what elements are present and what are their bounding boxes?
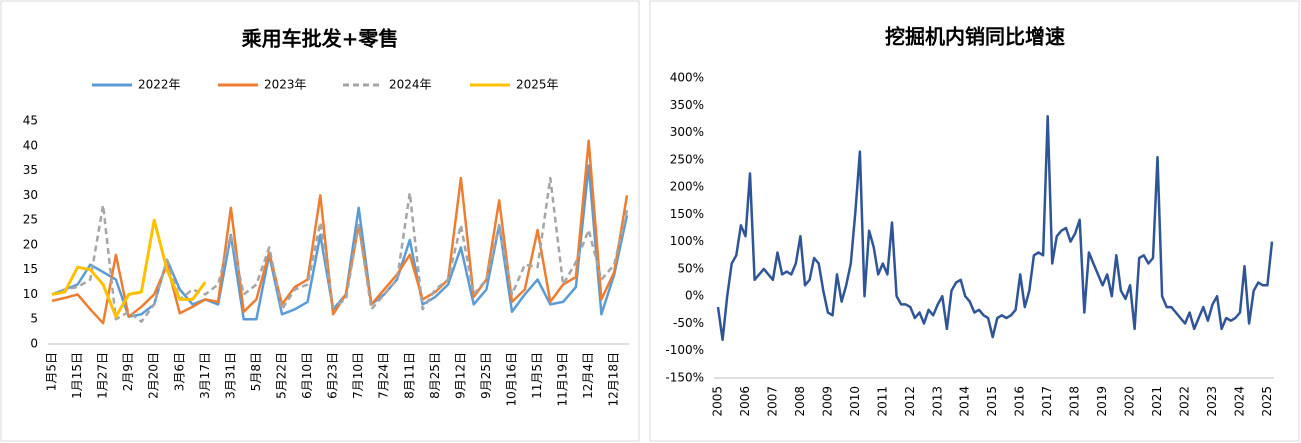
legend-label: 2024年 [389,78,432,92]
x-tick-label: 2005 [711,386,725,417]
y-tick-label: 0 [30,337,38,351]
x-tick-label: 2021 [1150,386,1164,417]
x-tick-label: 2025 [1260,386,1274,417]
x-tick-label: 2013 [930,386,944,417]
y-tick-label: 45 [23,114,38,128]
x-tick-label: 8月11日 [402,352,416,399]
y-tick-label: 0% [685,289,704,303]
x-tick-label: 2006 [738,386,752,417]
x-tick-label: 11月5日 [530,352,544,399]
x-tick-label: 7月24日 [377,352,391,399]
chart-title: 乘用车批发+零售 [241,27,399,51]
y-tick-label: 15 [23,262,38,276]
x-tick-label: 2月9日 [121,352,135,391]
x-tick-label: 5月8日 [249,352,263,391]
x-tick-label: 2010 [848,386,862,417]
x-tick-label: 3月6日 [172,352,186,391]
x-tick-label: 2018 [1068,386,1082,417]
y-tick-label: 30 [23,188,38,202]
y-tick-label: 250% [670,152,704,166]
y-tick-label: -150% [665,371,704,385]
x-tick-label: 2022 [1178,386,1192,417]
x-tick-label: 3月17日 [198,352,212,399]
x-tick-label: 2012 [903,386,917,417]
x-tick-label: 1月15日 [70,352,84,399]
x-tick-label: 11月19日 [556,352,570,407]
x-tick-label: 2016 [1013,386,1027,417]
chart-title: 挖掘机内销同比增速 [885,25,1065,49]
y-tick-label: -50% [673,316,704,330]
x-tick-label: 2020 [1123,386,1137,417]
x-tick-label: 2008 [793,386,807,417]
x-tick-label: 8月25日 [428,352,442,399]
x-tick-label: 3月31日 [223,352,237,399]
x-tick-label: 6月23日 [326,352,340,399]
x-tick-label: 9月25日 [479,352,493,399]
x-tick-label: 2023 [1205,386,1219,417]
x-tick-label: 10月16日 [505,352,519,407]
y-tick-label: 25 [23,213,38,227]
x-tick-label: 9月12日 [453,352,467,399]
x-tick-label: 2月20日 [147,352,161,399]
y-tick-label: 100% [670,234,704,248]
x-tick-label: 7月10日 [351,352,365,399]
x-tick-label: 2009 [820,386,834,417]
x-tick-label: 2014 [958,386,972,417]
legend-label: 2023年 [264,78,307,92]
y-tick-label: 35 [23,163,38,177]
x-tick-label: 6月10日 [300,352,314,399]
x-tick-label: 12月4日 [581,352,595,399]
x-tick-label: 2017 [1040,386,1054,417]
x-tick-label: 2015 [985,386,999,417]
y-tick-label: 50% [677,261,704,275]
y-tick-label: 400% [670,71,704,85]
x-tick-label: 2011 [875,386,889,417]
y-tick-label: 10 [23,287,38,301]
panel [649,0,1300,442]
x-tick-label: 1月5日 [45,352,59,391]
y-tick-label: 20 [23,237,38,251]
x-tick-label: 12月18日 [607,352,621,407]
legend-label: 2025年 [516,78,559,92]
y-tick-label: 200% [670,180,704,194]
panel [0,0,640,442]
x-tick-label: 1月27日 [96,352,110,399]
x-tick-label: 2024 [1232,386,1246,417]
x-tick-label: 2007 [765,386,779,417]
series-line [716,114,1274,342]
y-tick-label: 5 [30,312,38,326]
y-tick-label: 150% [670,207,704,221]
series-line [51,218,207,319]
y-tick-label: 40 [23,138,38,152]
y-tick-label: 350% [670,98,704,112]
x-tick-label: 2019 [1095,386,1109,417]
y-tick-label: 300% [670,125,704,139]
y-tick-label: -100% [665,343,704,357]
legend-label: 2022年 [138,78,181,92]
series-line [51,176,629,323]
x-tick-label: 5月22日 [275,352,289,399]
